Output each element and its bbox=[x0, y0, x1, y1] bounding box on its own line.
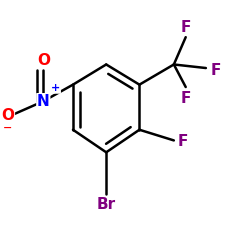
Text: O: O bbox=[1, 108, 14, 123]
Text: F: F bbox=[178, 134, 188, 149]
Text: F: F bbox=[211, 63, 221, 78]
Text: O: O bbox=[37, 53, 50, 68]
Text: −: − bbox=[3, 123, 13, 133]
Text: +: + bbox=[51, 83, 60, 93]
Text: N: N bbox=[37, 94, 50, 109]
Text: F: F bbox=[180, 90, 191, 106]
Text: Br: Br bbox=[97, 198, 116, 212]
Text: F: F bbox=[180, 20, 191, 35]
